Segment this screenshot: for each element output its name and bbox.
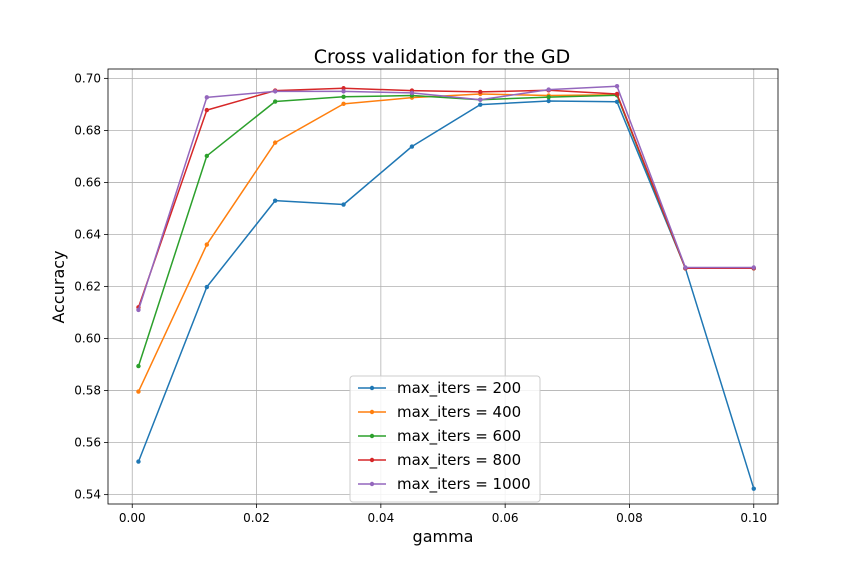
data-point [478, 97, 483, 102]
data-point [409, 90, 415, 96]
data-point [546, 94, 551, 100]
data-point [341, 101, 346, 107]
series-lines [136, 83, 756, 491]
x-axis-label: gamma [413, 527, 474, 546]
legend-item: max_iters = 600 [358, 427, 521, 446]
y-tick-label: 0.54 [74, 488, 101, 502]
data-point [341, 86, 346, 91]
y-tick-label: 0.70 [74, 71, 101, 85]
data-point [614, 83, 620, 89]
data-point [272, 99, 278, 104]
legend-label: max_iters = 600 [397, 427, 521, 446]
data-point [204, 284, 210, 290]
series [136, 98, 756, 491]
x-tick-label: 0.08 [616, 511, 643, 525]
data-point [204, 153, 210, 159]
data-point [409, 144, 415, 149]
legend-marker [369, 409, 375, 415]
legend-item: max_iters = 200 [358, 379, 521, 398]
legend-marker [369, 457, 375, 463]
y-tick-label: 0.56 [74, 436, 101, 450]
x-tick-label: 0.04 [367, 511, 394, 525]
data-point [546, 98, 551, 104]
legend-box [349, 375, 541, 503]
legend-item: max_iters = 800 [358, 451, 521, 470]
legend-label: max_iters = 400 [397, 403, 521, 422]
x-tick-label: 0.00 [119, 511, 146, 525]
y-tick-label: 0.62 [74, 280, 101, 294]
y-tick-label: 0.58 [74, 384, 101, 398]
y-tick-label: 0.60 [74, 332, 101, 346]
data-point [546, 87, 551, 92]
y-tick-label: 0.66 [74, 175, 101, 189]
legend-label: max_iters = 1000 [397, 475, 531, 494]
data-point [204, 107, 210, 113]
data-point [136, 307, 141, 313]
data-point [478, 102, 483, 107]
x-axis: 0.00 0.02 0.04 0.06 0.08 0.10 [119, 504, 767, 525]
data-point [751, 486, 756, 491]
data-point [272, 198, 278, 203]
series-line [137, 85, 754, 311]
series-line [137, 100, 755, 489]
data-point [272, 140, 278, 145]
legend: max_iters = 200 max_iters = 400 max_iters … [349, 375, 541, 503]
legend-marker [369, 481, 375, 487]
series [136, 83, 756, 313]
data-point [341, 94, 346, 100]
legend-item: max_iters = 1000 [358, 475, 531, 494]
legend-label: max_iters = 200 [397, 379, 521, 398]
y-axis: 0.54 0.56 0.58 0.60 0.62 0.64 0.66 0.68 0.70 [74, 71, 108, 502]
x-tick-label: 0.02 [243, 511, 270, 525]
data-point [614, 91, 620, 97]
y-tick-label: 0.64 [74, 227, 101, 241]
x-tick-label: 0.06 [492, 511, 519, 525]
data-point [272, 89, 278, 94]
data-point [136, 363, 141, 369]
x-tick-label: 0.10 [740, 511, 767, 525]
data-point [341, 89, 346, 94]
legend-item: max_iters = 400 [358, 403, 521, 422]
data-point [204, 95, 210, 100]
data-point [136, 389, 141, 394]
chart-title: Cross validation for the GD [314, 46, 570, 68]
legend-label: max_iters = 800 [397, 451, 521, 470]
series-line [137, 87, 754, 308]
legend-marker [369, 433, 375, 439]
y-tick-label: 0.68 [74, 123, 101, 137]
data-point [683, 265, 688, 270]
grid [108, 69, 778, 504]
legend-marker [369, 385, 375, 391]
data-point [478, 89, 483, 95]
data-point [204, 242, 210, 247]
data-point [136, 459, 141, 464]
data-point [614, 99, 620, 104]
data-point [341, 202, 346, 207]
y-axis-label: Accuracy [49, 250, 68, 323]
data-point [751, 265, 756, 270]
